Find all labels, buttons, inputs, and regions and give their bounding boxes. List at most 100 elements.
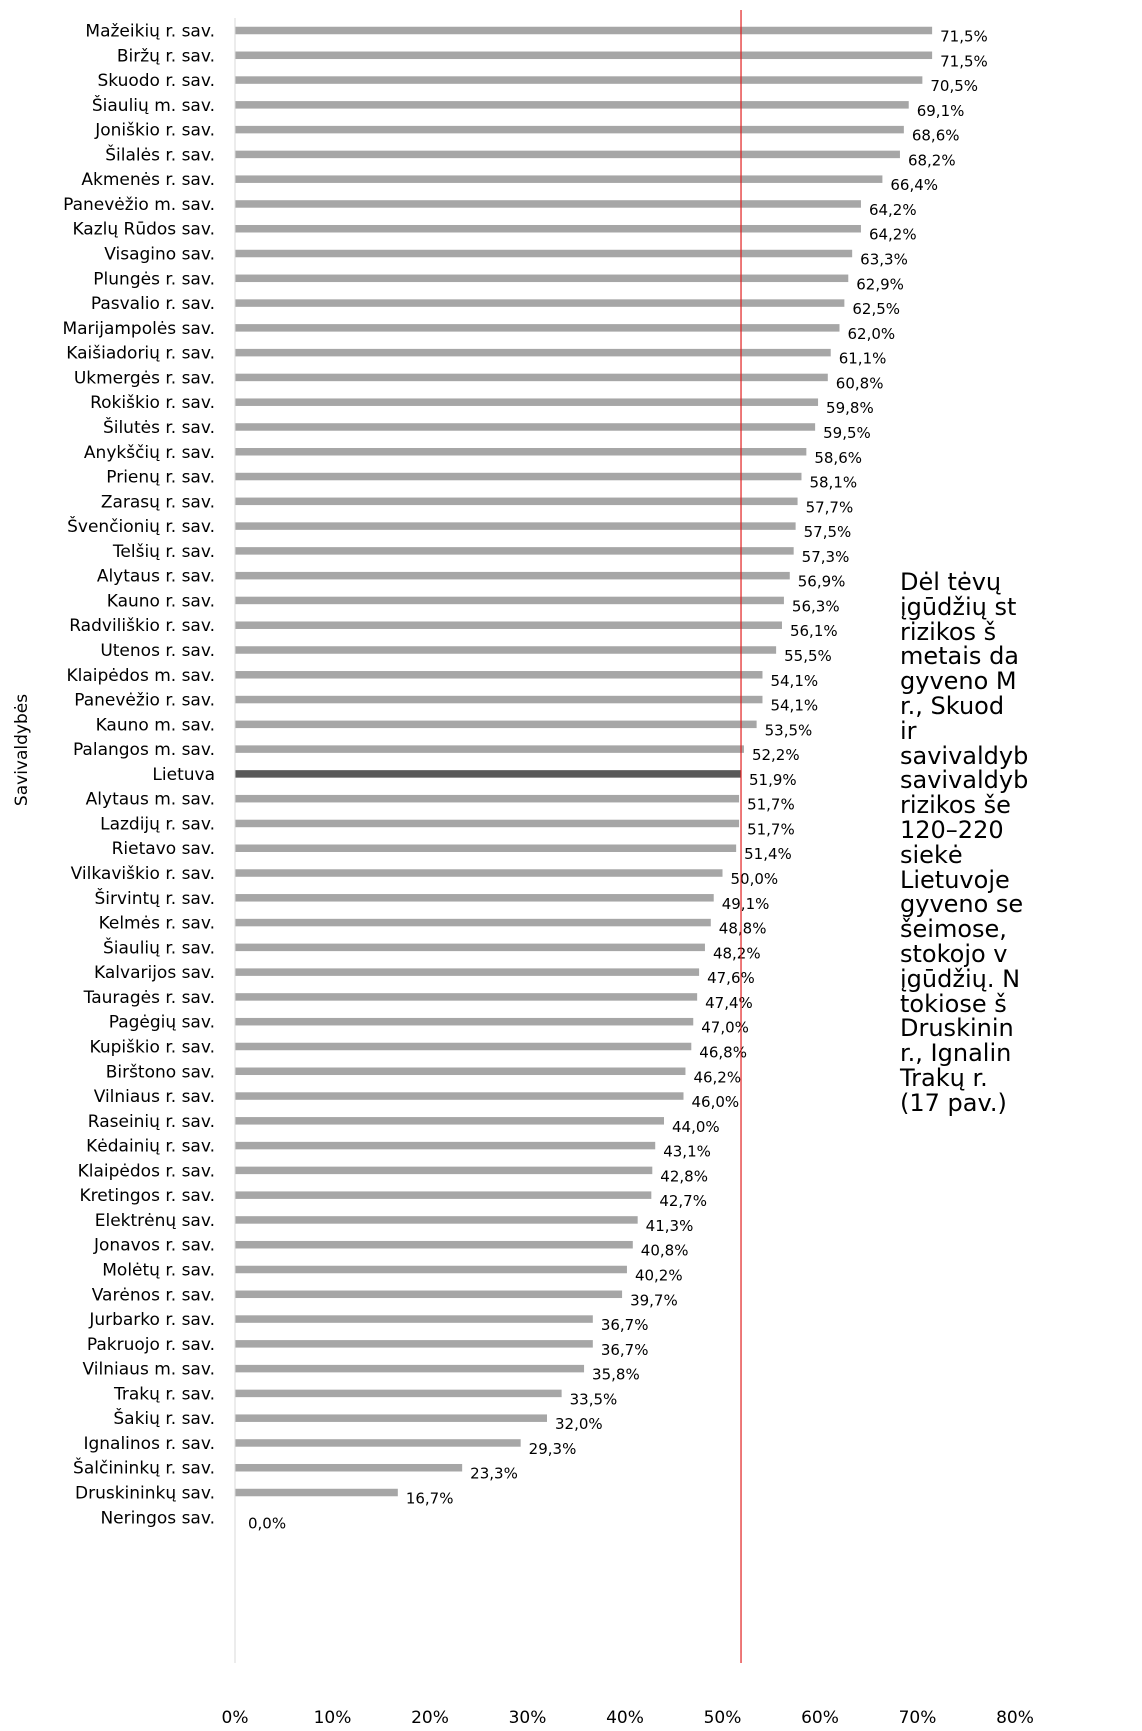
bar: [235, 448, 807, 456]
value-label: 42,8%: [660, 1167, 708, 1185]
category-label: Birštono sav.: [106, 1062, 215, 1082]
x-tick-label: 50%: [704, 1708, 742, 1728]
category-label: Šiaulių r. sav.: [103, 936, 215, 958]
bar: [235, 869, 723, 877]
bar: [235, 1414, 547, 1422]
category-label: Lazdijų r. sav.: [100, 814, 215, 834]
value-label: 47,6%: [707, 969, 755, 987]
category-label: Joniškio r. sav.: [94, 121, 215, 141]
value-label: 36,7%: [601, 1341, 649, 1359]
category-label: Kauno r. sav.: [107, 591, 215, 611]
value-label: 57,5%: [804, 523, 852, 541]
category-label: Šiaulių m. sav.: [92, 94, 215, 116]
bar: [235, 373, 828, 382]
category-label: Kupiškio r. sav.: [90, 1037, 215, 1057]
value-label: 51,4%: [744, 845, 792, 863]
value-label: 56,9%: [798, 573, 846, 591]
category-label: Telšių r. sav.: [112, 542, 215, 562]
value-label: 62,9%: [856, 275, 904, 293]
value-label: 29,3%: [529, 1440, 577, 1458]
category-label: Elektrėnų sav.: [95, 1211, 215, 1231]
bar: [235, 497, 798, 506]
value-label: 46,0%: [692, 1093, 740, 1111]
bar: [235, 968, 700, 976]
value-label: 52,2%: [752, 746, 800, 764]
bar: [235, 348, 831, 357]
value-label: 23,3%: [470, 1465, 518, 1483]
bar: [235, 1092, 684, 1100]
x-tick-label: 30%: [509, 1708, 547, 1728]
category-label: Kretingos r. sav.: [80, 1186, 216, 1206]
value-label: 55,5%: [784, 647, 832, 665]
value-label: 69,1%: [917, 102, 965, 120]
value-label: 64,2%: [869, 201, 917, 219]
x-tick-label: 40%: [606, 1708, 644, 1728]
value-label: 59,8%: [826, 399, 874, 417]
value-label: 58,6%: [814, 449, 862, 467]
x-axis-ticks: 0% 10% 20% 30% 40% 50% 60% 70% 80%: [222, 1708, 1034, 1728]
value-label: 16,7%: [406, 1490, 454, 1508]
value-label: 44,0%: [672, 1118, 720, 1136]
category-label: Trakų r. sav.: [113, 1384, 215, 1404]
bar: [235, 224, 861, 233]
category-label: Utenos r. sav.: [100, 641, 215, 661]
category-label: Alytaus m. sav.: [86, 790, 215, 810]
value-label: 68,2%: [908, 151, 956, 169]
bar: [235, 1290, 623, 1299]
category-label: Radviliškio r. sav.: [69, 616, 215, 636]
category-label: Panevėžio r. sav.: [74, 691, 215, 711]
value-label: 36,7%: [601, 1316, 649, 1334]
category-label: Vilkaviškio r. sav.: [71, 864, 215, 884]
category-label: Pakruojo r. sav.: [87, 1335, 215, 1355]
bar: [235, 1340, 593, 1348]
value-label: 63,3%: [860, 251, 908, 269]
bar: [235, 1067, 686, 1076]
value-label: 56,3%: [792, 597, 840, 615]
side-text-line: (17 pav.): [900, 1088, 1007, 1117]
category-label: Rietavo sav.: [112, 839, 215, 859]
value-label: 56,1%: [790, 622, 838, 640]
category-label: Kaišiadorių r. sav.: [66, 344, 215, 364]
bar: [235, 423, 816, 431]
value-label: 33,5%: [570, 1390, 618, 1408]
bar: [235, 1042, 692, 1051]
side-text-line: rizikos š: [900, 617, 997, 646]
value-label: 62,0%: [848, 325, 896, 343]
value-label: 53,5%: [765, 721, 813, 739]
bar: [235, 770, 742, 778]
value-label: 48,2%: [713, 944, 761, 962]
value-label: 39,7%: [630, 1291, 678, 1309]
value-label: 58,1%: [809, 474, 857, 492]
category-label: Jonavos r. sav.: [93, 1236, 215, 1256]
category-label: Anykščių r. sav.: [84, 443, 215, 463]
bar: [235, 671, 763, 679]
category-label: Jurbarko r. sav.: [88, 1310, 215, 1330]
category-label: Kalvarijos sav.: [94, 963, 215, 983]
bar: [235, 646, 777, 654]
value-label: 60,8%: [836, 374, 884, 392]
category-label: Šalčininkų r. sav.: [73, 1457, 215, 1479]
bar: [235, 844, 737, 852]
category-label: Varėnos r. sav.: [92, 1285, 215, 1305]
category-label: Molėtų r. sav.: [102, 1261, 215, 1281]
value-label: 71,5%: [940, 52, 988, 70]
category-label: Tauragės r. sav.: [83, 988, 215, 1008]
bar: [235, 695, 763, 704]
bar: [235, 1240, 633, 1249]
value-label: 43,1%: [663, 1143, 711, 1161]
category-label: Mažeikių r. sav.: [85, 22, 215, 42]
category-label: Lietuva: [152, 765, 215, 785]
value-label: 57,3%: [802, 548, 850, 566]
x-tick-label: 80%: [996, 1708, 1034, 1728]
value-label: 71,5%: [940, 28, 988, 46]
value-label: 54,1%: [770, 672, 818, 690]
value-label: 68,6%: [912, 127, 960, 145]
category-label: Šilutės r. sav.: [103, 416, 215, 438]
side-text-line: Lietuvoje: [900, 865, 1010, 894]
value-label: 47,0%: [701, 1019, 749, 1037]
side-text-line: tokiose š: [900, 989, 1007, 1018]
value-label: 35,8%: [592, 1366, 640, 1384]
category-label: Neringos sav.: [100, 1508, 215, 1528]
bar: [235, 1488, 398, 1497]
